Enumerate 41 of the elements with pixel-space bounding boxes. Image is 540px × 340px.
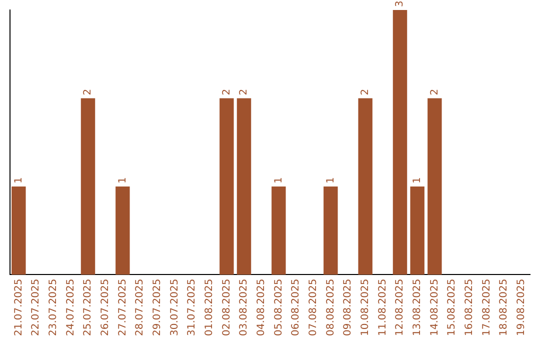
data-label: 1 <box>325 177 336 184</box>
data-label: 1 <box>117 177 128 184</box>
x-tick-label: 14.08.2025 <box>429 278 440 336</box>
x-tick-label: 21.07.2025 <box>13 278 24 336</box>
data-label: 2 <box>429 88 440 96</box>
x-tick-label: 12.08.2025 <box>394 278 406 336</box>
data-label: 1 <box>412 177 423 184</box>
x-tick-label: 09.08.2025 <box>342 278 354 336</box>
x-tick-label: 11.08.2025 <box>377 278 388 336</box>
x-tick-label: 16.08.2025 <box>464 278 475 336</box>
data-label: 2 <box>82 88 94 96</box>
data-label: 2 <box>238 88 250 96</box>
x-tick-label: 18.08.2025 <box>498 278 510 336</box>
data-label: 2 <box>360 88 371 96</box>
x-tick-label: 30.07.2025 <box>169 278 180 336</box>
x-tick-label: 08.08.2025 <box>325 278 336 336</box>
x-tick-label: 07.08.2025 <box>308 278 319 336</box>
x-tick-label: 13.08.2025 <box>412 278 423 336</box>
data-label: 2 <box>221 88 232 96</box>
x-tick-label: 02.08.2025 <box>221 278 232 336</box>
x-tick-label: 19.08.2025 <box>516 278 527 336</box>
x-tick-label: 27.07.2025 <box>117 278 128 336</box>
x-tick-label: 03.08.2025 <box>238 278 250 336</box>
x-tick-label: 17.08.2025 <box>481 278 492 336</box>
x-tick-label: 06.08.2025 <box>290 278 302 336</box>
x-tick-label: 29.07.2025 <box>152 278 163 336</box>
x-tick-label: 01.08.2025 <box>204 278 215 336</box>
data-label: 1 <box>273 177 284 184</box>
x-tick-label: 25.07.2025 <box>82 278 94 336</box>
x-tick-label: 04.08.2025 <box>256 278 267 336</box>
data-label: 3 <box>394 0 406 7</box>
x-tick-label: 31.07.2025 <box>186 278 198 336</box>
x-tick-label: 15.08.2025 <box>446 278 458 336</box>
x-tick-label: 23.07.2025 <box>48 278 59 336</box>
x-tick-label: 05.08.2025 <box>273 278 284 336</box>
x-tick-label: 22.07.2025 <box>30 278 42 336</box>
x-tick-label: 26.07.2025 <box>100 278 111 336</box>
x-tick-label: 10.08.2025 <box>360 278 371 336</box>
x-tick-label: 24.07.2025 <box>65 278 76 336</box>
data-label: 1 <box>13 177 24 184</box>
x-tick-label: 28.07.2025 <box>134 278 146 336</box>
